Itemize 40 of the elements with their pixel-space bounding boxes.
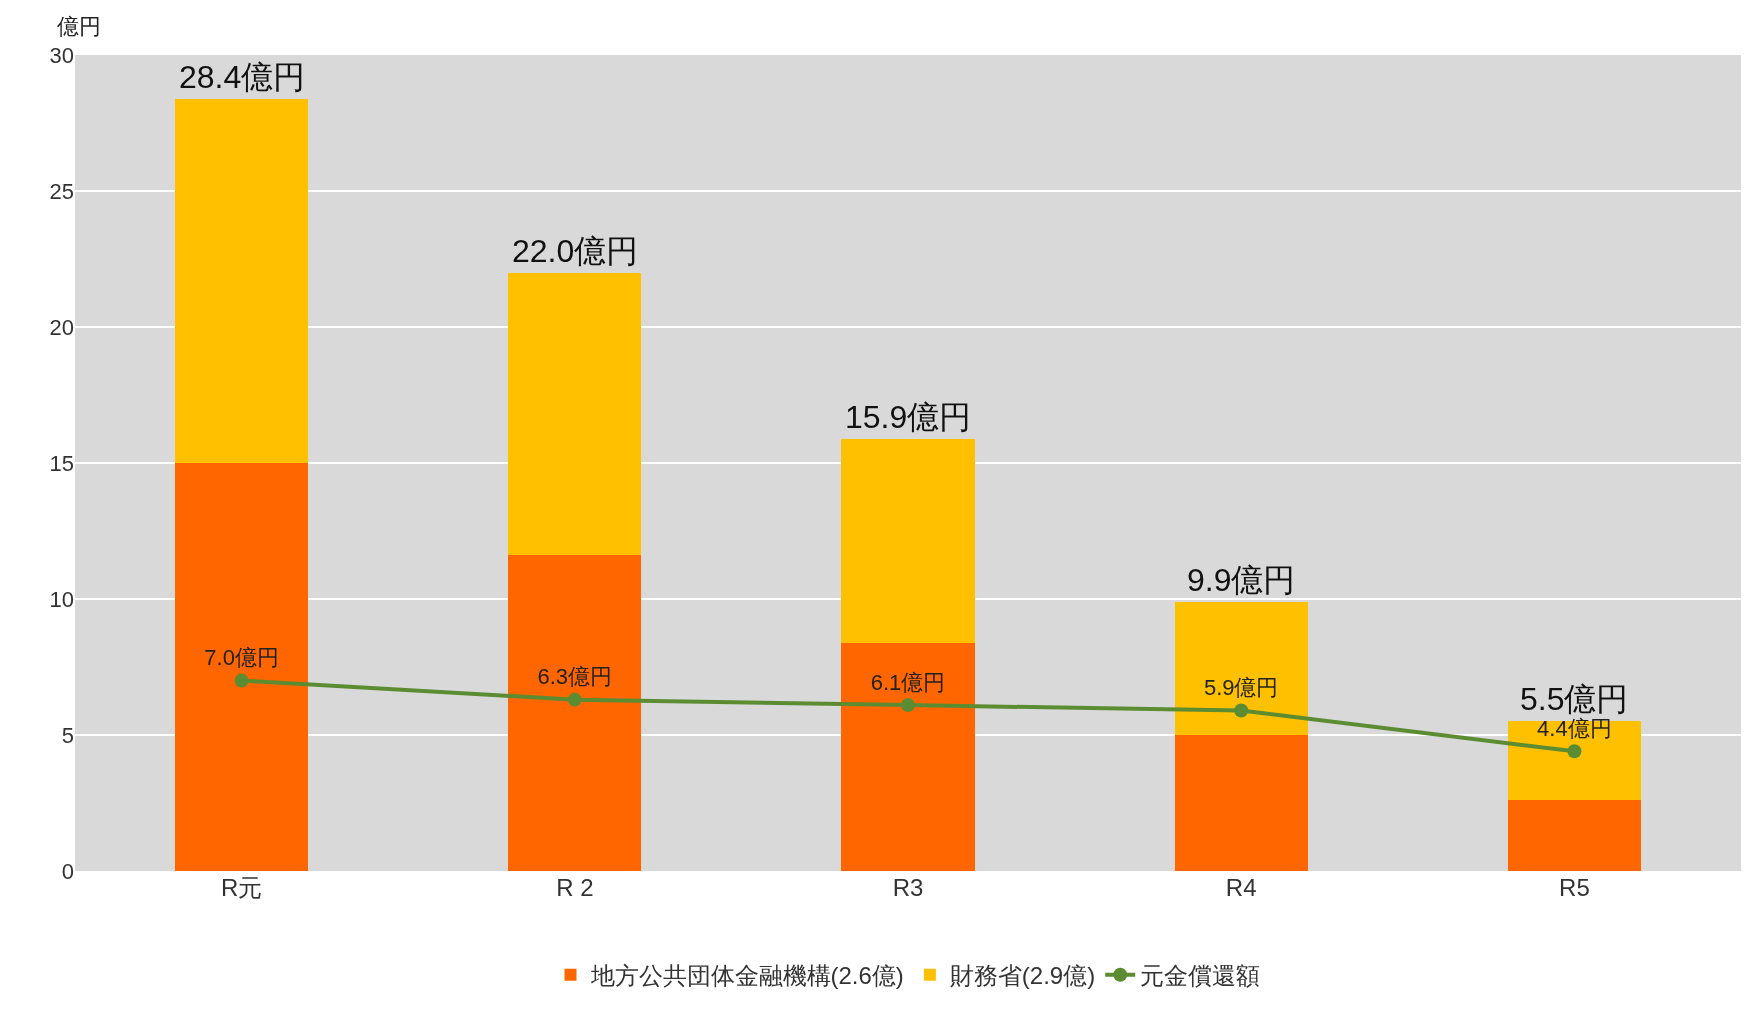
total-label: 22.0億円 [512, 233, 639, 269]
x-tick-label: R4 [1225, 874, 1257, 901]
data-label: 6.1億円 [870, 669, 946, 695]
x-tick-label: R5 [1559, 874, 1590, 901]
total-label: 28.4億円 [179, 59, 306, 95]
legend-label: 元金償還額 [1140, 962, 1261, 990]
x-tick-label: R元 [220, 874, 263, 901]
y-tick-label: 20 [49, 314, 74, 340]
bar [508, 555, 642, 871]
bar [1174, 735, 1308, 871]
point [1567, 744, 1582, 759]
bar [174, 463, 309, 871]
y-tick-label: 5 [61, 722, 74, 748]
legend-label: 財務省(2.9億) [949, 962, 1096, 990]
legend-label: 地方公共団体金融機構(2.6億) [589, 962, 904, 990]
y-tick-label: 10 [49, 586, 74, 612]
data-label: 7.0億円 [204, 645, 279, 671]
y-tick-label: 15 [49, 450, 74, 476]
total-label: 15.9億円 [845, 399, 972, 435]
point [234, 673, 249, 688]
point [901, 698, 915, 713]
point [567, 692, 582, 707]
data-label: 4.4億円 [1537, 716, 1612, 742]
point [1234, 703, 1249, 718]
bar [1174, 601, 1308, 735]
y-axis-title: 億円 [57, 14, 101, 39]
x-tick-label: R3 [892, 874, 924, 901]
y-tick-label: 25 [49, 178, 74, 204]
x-tick-label: R 2 [556, 874, 594, 901]
total-label: 5.5億円 [1520, 681, 1629, 717]
y-tick-label: 30 [49, 42, 74, 68]
y-tick-label: 0 [61, 858, 74, 884]
bar [841, 642, 975, 871]
bar [1507, 800, 1642, 871]
bar [841, 438, 975, 643]
bar [508, 272, 642, 556]
data-label: 6.3億円 [537, 664, 613, 690]
data-label: 5.9億円 [1203, 675, 1279, 701]
bar [174, 98, 309, 463]
total-label: 9.9億円 [1187, 562, 1296, 598]
